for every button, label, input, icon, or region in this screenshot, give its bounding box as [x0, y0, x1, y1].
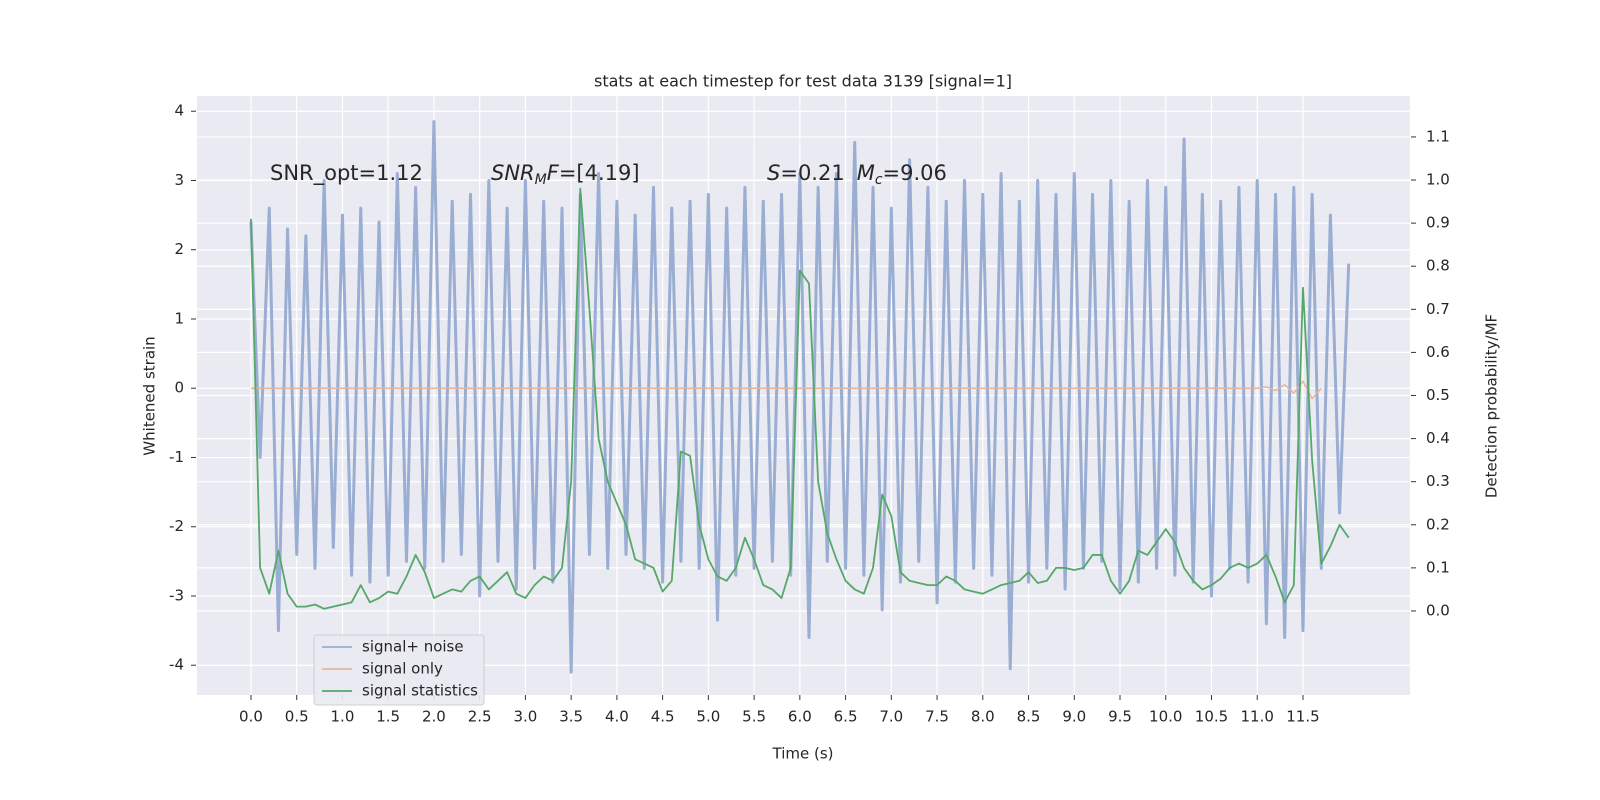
x-tick-label: 11.0	[1241, 708, 1274, 726]
annotation-part: M	[857, 161, 875, 185]
y-tick-label: -3	[169, 586, 184, 604]
x-tick-label: 8.0	[971, 708, 995, 726]
legend-label: signal statistics	[362, 682, 478, 700]
chart-title: stats at each timestep for test data 313…	[594, 72, 1012, 91]
y2-tick-label: 0.1	[1426, 558, 1450, 576]
x-tick-label: 1.5	[376, 708, 400, 726]
y-tick-label: 3	[174, 171, 184, 189]
legend: signal+ noise signal only signal statistic…	[313, 634, 485, 706]
legend-frame	[313, 634, 485, 706]
y2-tick-label: 1.1	[1426, 127, 1450, 145]
y-tick-label: -4	[169, 656, 184, 674]
x-axis-label: Time (s)	[772, 745, 834, 763]
annotation-part: c	[875, 172, 883, 188]
x-tick-label: 3.5	[559, 708, 583, 726]
x-tick-label: 0.5	[285, 708, 309, 726]
x-tick-label: 9.0	[1062, 708, 1086, 726]
y2-tick-label: 0.5	[1426, 386, 1450, 404]
y-tick-label: 2	[174, 240, 184, 258]
y-tick-label: 1	[174, 309, 184, 327]
annotation-part: F	[547, 161, 560, 185]
x-tick-label: 2.5	[468, 708, 492, 726]
annotation-part: =0.21	[780, 161, 844, 185]
y-tick-label: -2	[169, 517, 184, 535]
y-tick-label: 0	[174, 379, 184, 397]
y2-tick-label: 0.4	[1426, 429, 1450, 447]
y-tick-label: 4	[174, 102, 184, 120]
x-tick-label: 1.0	[331, 708, 355, 726]
series-line	[249, 120, 1351, 674]
annotation: SNRMF=[4.19]	[491, 161, 640, 188]
annotation: SNR_opt=1.12	[270, 161, 423, 186]
x-tick-label: 11.5	[1286, 708, 1319, 726]
x-tick-label: 4.5	[651, 708, 675, 726]
y2-axis-label: Detection probability/MF	[1483, 314, 1501, 498]
x-tick-label: 9.5	[1108, 708, 1132, 726]
x-tick-label: 0.0	[239, 708, 263, 726]
annotation-part: M	[535, 172, 547, 188]
y2-tick-label: 0.3	[1426, 472, 1450, 490]
y2-tick-label: 0.2	[1426, 515, 1450, 533]
annotation-part: SNR_opt=1.12	[270, 161, 423, 186]
x-tick-label: 7.0	[879, 708, 903, 726]
y2-tick-label: 0.6	[1426, 343, 1450, 361]
y2-tick-label: 0.8	[1426, 257, 1450, 275]
series-line	[250, 187, 1350, 610]
y-axis-label: Whitened strain	[141, 336, 159, 455]
x-tick-label: 5.0	[696, 708, 720, 726]
annotation-part: =[4.19]	[559, 161, 640, 185]
x-tick-label: 7.5	[925, 708, 949, 726]
x-tick-label: 10.5	[1195, 708, 1228, 726]
x-tick-label: 8.5	[1017, 708, 1041, 726]
x-tick-label: 10.0	[1149, 708, 1182, 726]
legend-label: signal+ noise	[362, 638, 464, 656]
y2-tick-label: 0.7	[1426, 300, 1450, 318]
x-tick-label: 6.0	[788, 708, 812, 726]
y2-tick-label: 1.0	[1426, 171, 1450, 189]
annotation-part: SNR	[491, 161, 535, 185]
annotation-part: S	[767, 161, 780, 185]
annotation: S=0.21 Mc=9.06	[767, 161, 947, 188]
y-tick-label: -1	[169, 448, 184, 466]
y2-tick-label: 0.9	[1426, 214, 1450, 232]
x-tick-label: 3.0	[513, 708, 537, 726]
x-tick-label: 5.5	[742, 708, 766, 726]
x-tick-label: 2.0	[422, 708, 446, 726]
x-tick-label: 6.5	[834, 708, 858, 726]
y2-tick-label: 0.0	[1426, 601, 1450, 619]
legend-label: signal only	[362, 660, 443, 678]
x-tick-label: 4.0	[605, 708, 629, 726]
annotation-part: =9.06	[883, 161, 947, 185]
